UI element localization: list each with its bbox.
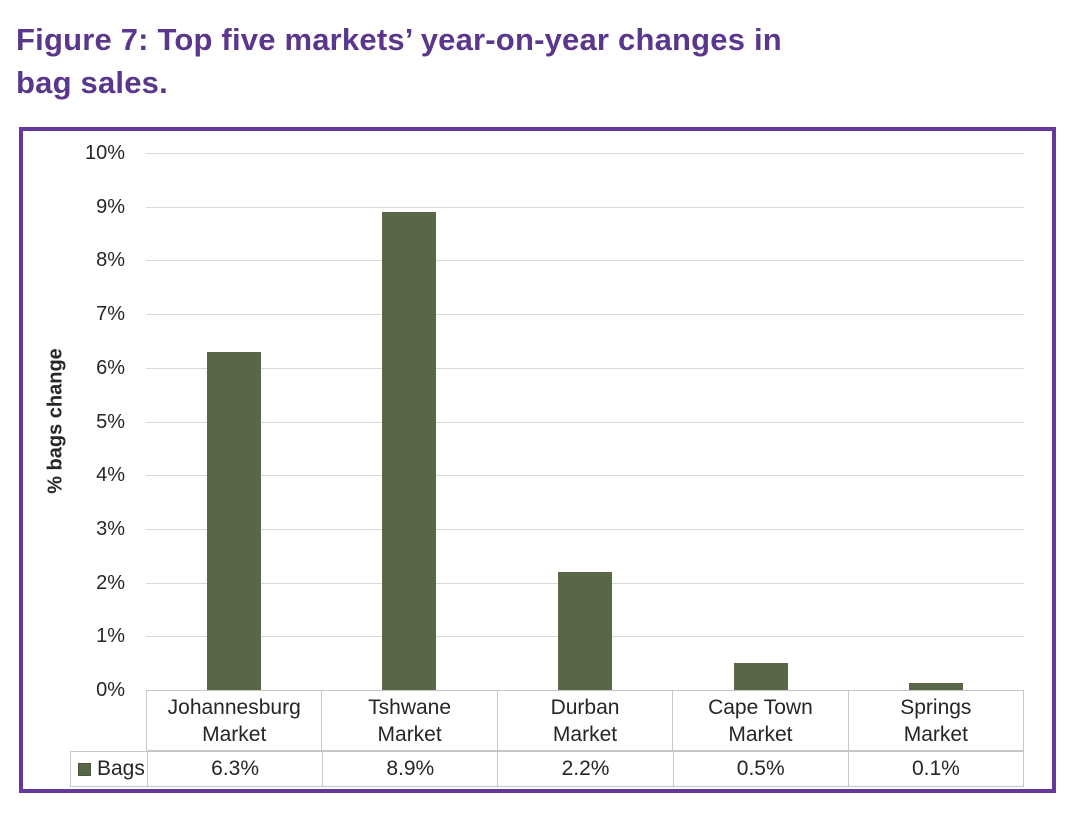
table-value-cell: 0.5% <box>672 752 848 786</box>
gridline <box>146 475 1024 476</box>
category-label-line: Market <box>728 722 793 746</box>
y-tick-label: 2% <box>96 572 125 594</box>
gridline <box>146 260 1024 261</box>
y-tick-label: 7% <box>96 303 125 325</box>
category-label: Johannesburg Market <box>147 691 321 750</box>
legend-cell: Bags <box>71 752 147 786</box>
category-label: Cape Town Market <box>672 691 847 750</box>
table-value-cell: 8.9% <box>322 752 497 786</box>
category-label-line: Johannesburg <box>167 695 301 719</box>
table-value-cell: 2.2% <box>497 752 672 786</box>
category-label-line: Market <box>552 722 618 746</box>
category-label: Springs Market <box>847 691 1023 750</box>
gridline <box>146 368 1024 369</box>
table-value-cell: 0.1% <box>847 752 1023 786</box>
y-tick-label: 0% <box>96 679 125 701</box>
figure-title: Figure 7: Top five markets’ year-on-year… <box>16 18 782 104</box>
y-tick-label: 4% <box>96 464 125 486</box>
y-tick-label: 9% <box>96 196 125 218</box>
y-tick-label: 5% <box>96 411 125 433</box>
figure-title-line1: Figure 7: Top five markets’ year-on-year… <box>16 22 782 57</box>
figure-title-line2: bag sales. <box>16 65 168 100</box>
category-label: Durban Market <box>496 691 672 750</box>
gridline <box>146 422 1024 423</box>
category-label-line: Durban <box>550 695 620 719</box>
bar-tshwane-market <box>382 212 436 690</box>
category-label-line: Market <box>903 722 968 746</box>
chart-frame: 0% 1% 2% 3% 4% 5% 6% 7% 8% 9% 10% % bags change Jo… <box>19 127 1056 793</box>
category-label-line: Springs <box>900 695 972 719</box>
y-tick-label: 10% <box>84 142 125 164</box>
gridline <box>146 207 1024 208</box>
y-tick-label: 6% <box>96 357 125 379</box>
y-tick-label: 8% <box>96 249 125 271</box>
y-axis-tick-labels: 0% 1% 2% 3% 4% 5% 6% 7% 8% 9% 10% <box>23 131 1052 789</box>
bar-johannesburg-market <box>207 352 261 690</box>
category-label-line: Tshwane <box>368 695 452 719</box>
bags-series-swatch-icon <box>78 762 91 776</box>
category-label: Tshwane Market <box>321 691 496 750</box>
legend-label: Bags <box>97 757 145 780</box>
bar-springs-market <box>909 683 963 690</box>
bar-durban-market <box>558 572 612 690</box>
category-header-row: Johannesburg Market Tshwane Market Durban Mar… <box>146 690 1024 751</box>
bar-cape-town-market <box>734 663 788 690</box>
gridline <box>146 153 1024 154</box>
y-tick-label: 1% <box>96 625 125 647</box>
category-label-line: Cape Town <box>708 695 813 719</box>
data-table-values-row: Bags 6.3% 8.9% 2.2% 0.5% 0.1% <box>70 751 1024 787</box>
category-label-line: Market <box>377 722 442 746</box>
bars-layer <box>23 131 1052 789</box>
gridline <box>146 529 1024 530</box>
y-tick-label: 3% <box>96 518 125 540</box>
category-label-line: Market <box>202 722 267 746</box>
gridline <box>146 314 1024 315</box>
table-value-cell: 6.3% <box>147 752 322 786</box>
